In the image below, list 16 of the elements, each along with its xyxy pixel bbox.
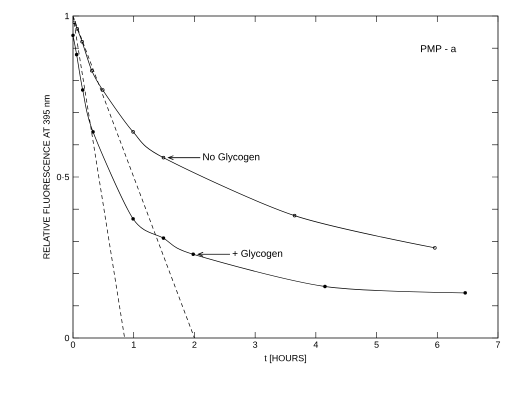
annotation: + Glycogen xyxy=(232,250,282,259)
x-tick-label: 6 xyxy=(435,342,440,348)
y-tick-label: 0·5 xyxy=(56,174,70,180)
x-tick-label: 4 xyxy=(314,342,318,348)
y-tick-label: 0 xyxy=(64,334,70,342)
x-tick-label: 7 xyxy=(496,342,500,348)
x-tick-label: 2 xyxy=(192,342,196,348)
y-axis-title: RELATIVE FLUORESCENCE AT 395 nm xyxy=(43,95,50,259)
annotation: PMP - a xyxy=(421,45,456,52)
x-tick-label: 5 xyxy=(374,342,379,348)
x-tick-label: 0 xyxy=(70,342,76,348)
x-tick-label: 3 xyxy=(252,342,258,348)
x-tick-label: 1 xyxy=(132,342,136,348)
annotation: No Glycogen xyxy=(203,153,260,162)
x-axis-title: t [HOURS] xyxy=(264,354,306,364)
y-tick-label: 1 xyxy=(65,12,70,20)
